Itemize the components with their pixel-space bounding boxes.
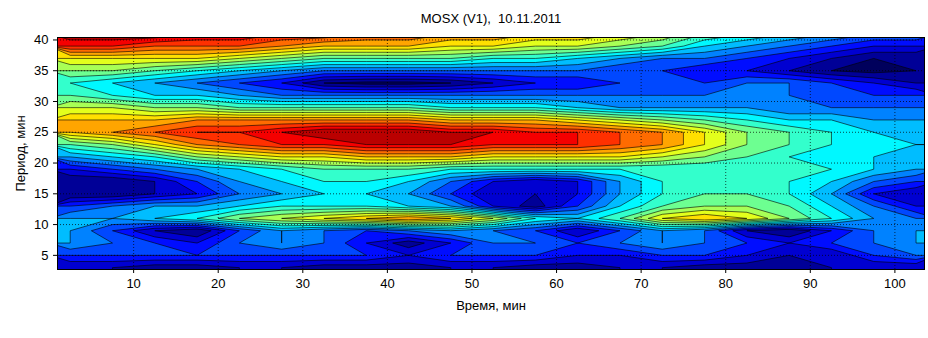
svg-text:15: 15 <box>34 186 48 201</box>
svg-text:50: 50 <box>465 276 479 291</box>
svg-text:80: 80 <box>718 276 732 291</box>
svg-text:40: 40 <box>380 276 394 291</box>
svg-text:10: 10 <box>34 217 48 232</box>
svg-text:5: 5 <box>41 248 48 263</box>
svg-text:MOSX (V1), 10.11.2011: MOSX (V1), 10.11.2011 <box>421 11 561 26</box>
svg-text:10: 10 <box>126 276 140 291</box>
svg-text:20: 20 <box>211 276 225 291</box>
svg-text:100: 100 <box>884 276 906 291</box>
svg-text:70: 70 <box>634 276 648 291</box>
svg-text:40: 40 <box>34 32 48 47</box>
svg-text:35: 35 <box>34 63 48 78</box>
svg-text:30: 30 <box>34 94 48 109</box>
svg-text:60: 60 <box>549 276 563 291</box>
svg-text:30: 30 <box>296 276 310 291</box>
svg-text:90: 90 <box>803 276 817 291</box>
svg-text:20: 20 <box>34 155 48 170</box>
svg-text:Период, мин: Период, мин <box>13 115 28 191</box>
svg-text:25: 25 <box>34 124 48 139</box>
svg-text:Время, мин: Время, мин <box>456 298 526 313</box>
